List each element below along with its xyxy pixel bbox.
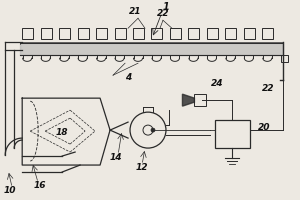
Bar xyxy=(96,28,107,39)
Bar xyxy=(188,28,200,39)
Text: 12: 12 xyxy=(136,163,148,172)
Bar xyxy=(59,28,70,39)
Bar xyxy=(133,28,144,39)
Text: 4: 4 xyxy=(125,73,131,82)
Text: 14: 14 xyxy=(110,153,122,162)
Bar xyxy=(194,94,206,106)
Polygon shape xyxy=(182,94,194,106)
Text: 10: 10 xyxy=(4,186,16,195)
Bar xyxy=(78,28,88,39)
Text: 18: 18 xyxy=(56,128,68,137)
Bar xyxy=(41,28,52,39)
Text: 22: 22 xyxy=(157,9,169,18)
Bar xyxy=(152,28,163,39)
Circle shape xyxy=(151,128,155,132)
Text: 21: 21 xyxy=(129,7,141,16)
Bar xyxy=(115,28,125,39)
Bar xyxy=(262,28,273,39)
Text: 16: 16 xyxy=(34,181,46,190)
Bar xyxy=(244,28,255,39)
Text: 24: 24 xyxy=(211,79,224,88)
Bar xyxy=(170,28,181,39)
Bar xyxy=(215,120,250,148)
Text: 1: 1 xyxy=(163,2,170,12)
Bar xyxy=(225,28,236,39)
Bar xyxy=(281,55,288,62)
Bar xyxy=(22,28,33,39)
Text: 20: 20 xyxy=(258,123,270,132)
Text: 22: 22 xyxy=(262,84,274,93)
Bar xyxy=(207,28,218,39)
